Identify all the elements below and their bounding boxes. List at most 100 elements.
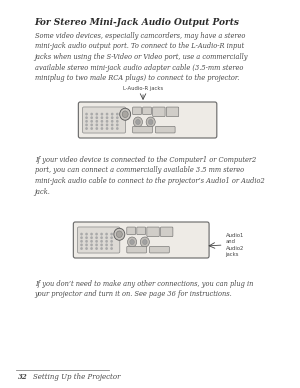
Text: available stereo mini-jack audio adapter cable (3.5-mm stereo: available stereo mini-jack audio adapter… [34,64,243,71]
FancyBboxPatch shape [153,107,165,117]
Text: your projector and turn it on. See page 36 for instructions.: your projector and turn it on. See page … [34,291,232,298]
Circle shape [106,113,108,115]
Circle shape [96,121,98,122]
Circle shape [120,108,130,120]
Text: jack.: jack. [34,187,50,196]
Circle shape [96,117,98,118]
Circle shape [91,117,92,118]
Circle shape [86,241,87,242]
Circle shape [96,124,98,126]
Circle shape [96,241,97,242]
Circle shape [111,244,112,246]
Circle shape [111,248,112,249]
Text: If you don’t need to make any other connections, you can plug in: If you don’t need to make any other conn… [34,280,253,288]
Circle shape [117,124,118,126]
Circle shape [96,128,98,129]
Text: For Stereo Mini-Jack Audio Output Ports: For Stereo Mini-Jack Audio Output Ports [34,18,240,27]
Circle shape [101,248,102,249]
Text: Setting Up the Projector: Setting Up the Projector [33,373,120,381]
Circle shape [112,117,113,118]
Text: Some video devices, especially camcorders, may have a stereo: Some video devices, especially camcorder… [34,32,245,40]
Circle shape [81,248,82,249]
Circle shape [91,241,92,242]
FancyBboxPatch shape [133,107,141,114]
FancyBboxPatch shape [147,227,159,237]
Circle shape [117,117,118,118]
Circle shape [81,237,82,238]
Circle shape [86,234,87,235]
Circle shape [130,239,134,244]
Circle shape [86,244,87,246]
Circle shape [91,124,92,126]
FancyBboxPatch shape [137,227,146,235]
Circle shape [140,237,149,247]
Circle shape [91,234,92,235]
Circle shape [86,124,87,126]
Circle shape [112,121,113,122]
Circle shape [86,128,87,129]
Circle shape [111,234,112,235]
Circle shape [128,237,137,247]
Circle shape [106,121,108,122]
Circle shape [96,113,98,115]
Circle shape [101,124,103,126]
Circle shape [148,120,153,125]
Circle shape [86,248,87,249]
Circle shape [117,128,118,129]
FancyBboxPatch shape [155,126,175,133]
Circle shape [146,117,155,127]
Circle shape [116,231,122,237]
Circle shape [91,237,92,238]
Circle shape [96,244,97,246]
Circle shape [136,120,140,125]
Circle shape [111,241,112,242]
FancyBboxPatch shape [150,246,169,253]
Circle shape [91,121,92,122]
Circle shape [117,113,118,115]
FancyBboxPatch shape [133,126,152,133]
Circle shape [86,237,87,238]
Circle shape [106,244,107,246]
FancyBboxPatch shape [127,246,146,253]
Text: port, you can connect a commercially available 3.5 mm stereo: port, you can connect a commercially ava… [34,166,244,175]
Circle shape [101,241,102,242]
FancyBboxPatch shape [77,227,120,253]
Text: jacks when using the S-Video or Video port, use a commercially: jacks when using the S-Video or Video po… [34,53,248,61]
Circle shape [106,241,107,242]
Circle shape [81,241,82,242]
Text: miniplug to two male RCA plugs) to connect to the projector.: miniplug to two male RCA plugs) to conne… [34,74,239,82]
Text: mini-jack audio cable to connect to the projector’s Audio1 or Audio2: mini-jack audio cable to connect to the … [34,177,264,185]
Circle shape [91,128,92,129]
Circle shape [142,239,147,244]
FancyBboxPatch shape [73,222,209,258]
Circle shape [96,248,97,249]
Text: mini-jack audio output port. To connect to the L-Audio-R input: mini-jack audio output port. To connect … [34,43,244,50]
Circle shape [111,237,112,238]
Text: 32: 32 [18,373,28,381]
Circle shape [117,121,118,122]
Circle shape [91,248,92,249]
Circle shape [112,113,113,115]
Circle shape [122,111,128,118]
Circle shape [106,234,107,235]
Circle shape [86,121,87,122]
FancyBboxPatch shape [143,107,152,114]
Circle shape [106,117,108,118]
Text: L-Audio-R jacks: L-Audio-R jacks [123,86,163,91]
Circle shape [112,124,113,126]
Circle shape [106,248,107,249]
Circle shape [101,128,103,129]
Text: Audio1
and
Audio2
jacks: Audio1 and Audio2 jacks [226,232,244,257]
Circle shape [106,237,107,238]
FancyBboxPatch shape [127,227,136,235]
Circle shape [96,234,97,235]
Circle shape [134,117,142,127]
Circle shape [101,113,103,115]
Circle shape [101,234,102,235]
Circle shape [101,121,103,122]
Circle shape [91,244,92,246]
Circle shape [101,237,102,238]
Circle shape [101,117,103,118]
Circle shape [81,244,82,246]
Circle shape [91,113,92,115]
